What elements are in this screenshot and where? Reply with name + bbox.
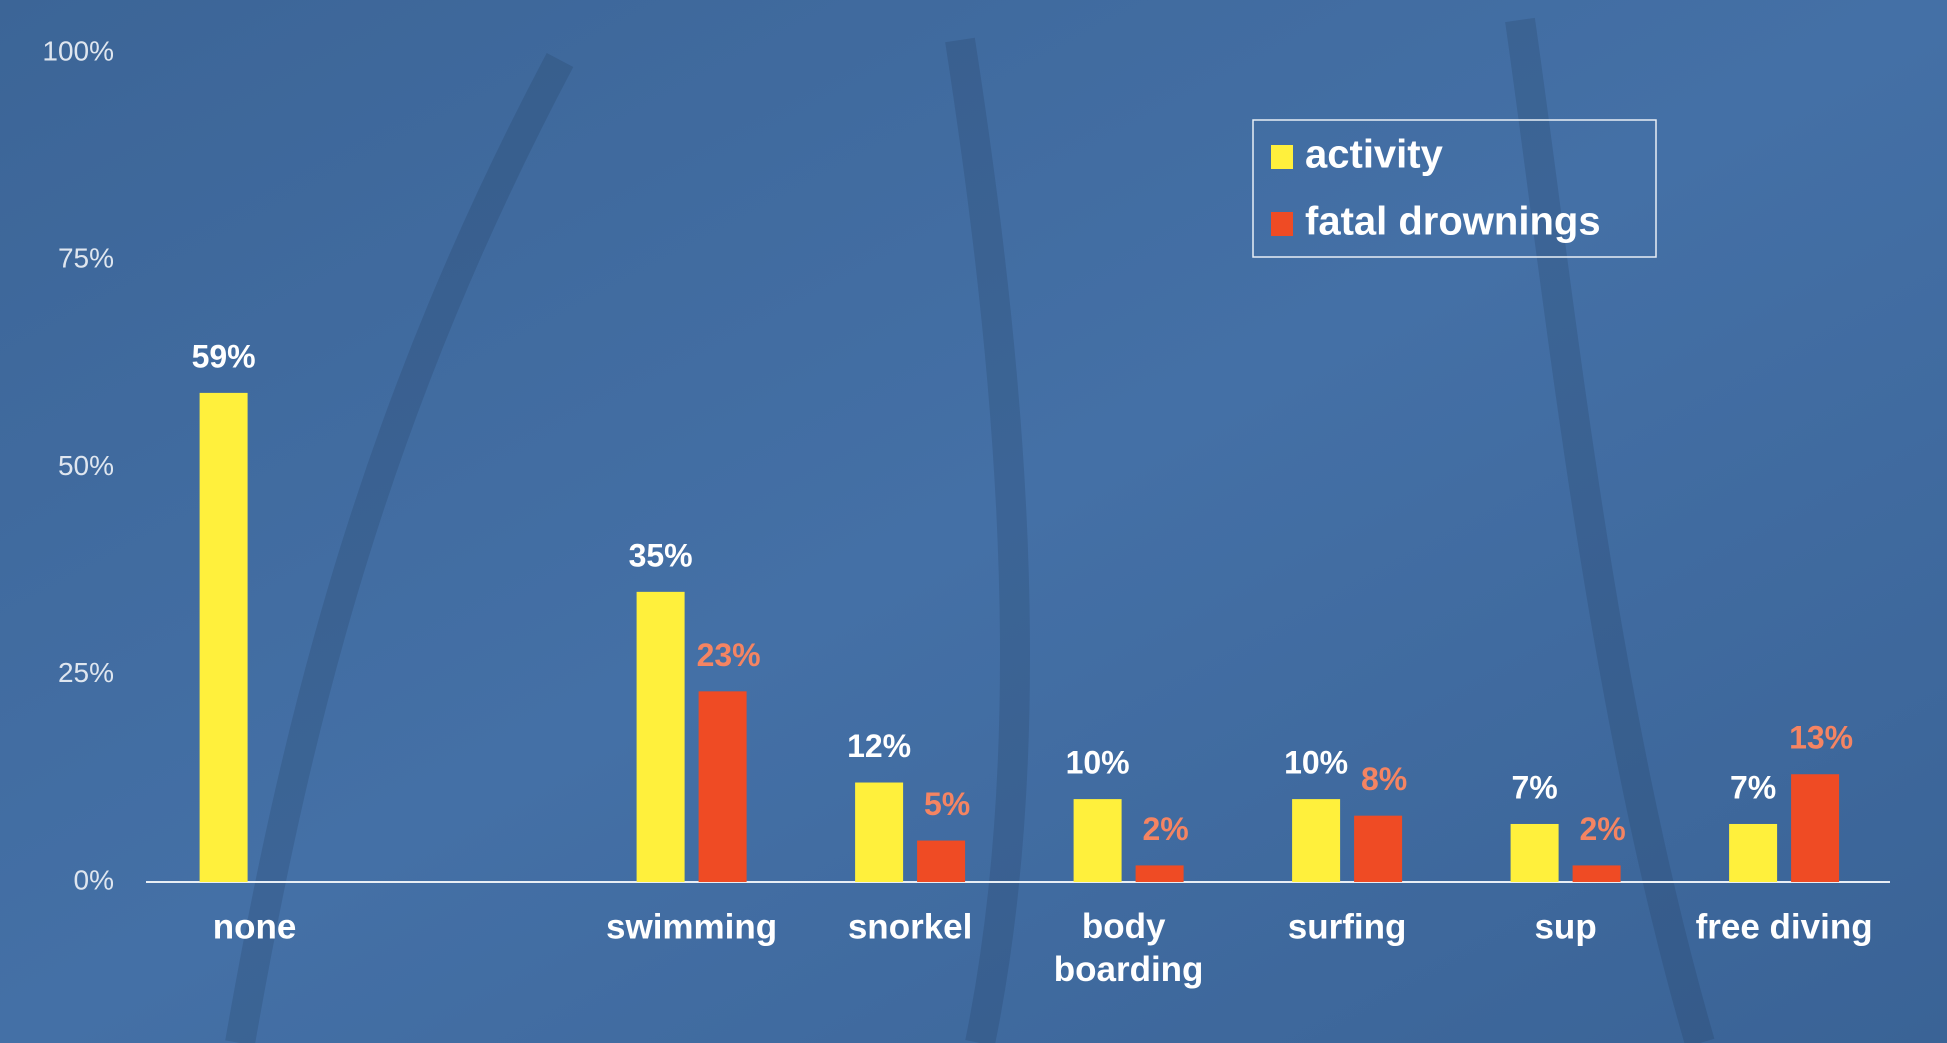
y-tick-label: 0% <box>74 864 114 895</box>
y-tick-label: 75% <box>58 243 114 274</box>
bar <box>1791 774 1840 882</box>
bar <box>1073 799 1122 882</box>
x-tick-label: surfing <box>1288 907 1407 946</box>
value-label: 35% <box>629 537 693 573</box>
legend-box <box>1252 119 1657 258</box>
bar <box>1510 823 1559 882</box>
bar <box>1354 815 1403 882</box>
bar <box>917 840 966 882</box>
bar <box>698 691 747 882</box>
value-label: 23% <box>697 637 761 673</box>
bar <box>636 591 685 882</box>
value-label: 12% <box>847 728 911 764</box>
legend-label: activity <box>1305 133 1444 177</box>
value-label: 7% <box>1511 769 1557 805</box>
y-tick-label: 100% <box>42 35 114 66</box>
legend-swatch <box>1271 145 1293 169</box>
palm-silhouettes <box>225 17 1715 1043</box>
x-tick-label: free diving <box>1696 907 1873 946</box>
y-tick-label: 50% <box>58 450 114 481</box>
bar <box>1572 865 1621 882</box>
value-label: 10% <box>1284 745 1348 781</box>
value-label: 10% <box>1066 745 1130 781</box>
x-tick-label: swimming <box>606 907 777 946</box>
legend-swatch <box>1271 212 1293 236</box>
value-label: 59% <box>192 338 256 374</box>
value-label: 13% <box>1789 720 1853 756</box>
value-label: 2% <box>1579 811 1625 847</box>
x-tick-label: body boarding <box>1054 907 1204 989</box>
value-label: 8% <box>1361 761 1407 797</box>
x-tick-label: sup <box>1534 907 1596 946</box>
bar <box>1292 799 1341 882</box>
value-label: 7% <box>1730 769 1776 805</box>
y-tick-label: 25% <box>58 657 114 688</box>
bar <box>1729 823 1778 882</box>
value-label: 2% <box>1142 811 1188 847</box>
legend-label: fatal drownings <box>1305 200 1601 244</box>
bar <box>199 392 248 882</box>
bar <box>855 782 904 882</box>
bar <box>1135 865 1184 882</box>
value-label: 5% <box>924 786 970 822</box>
x-tick-label: none <box>213 907 297 946</box>
x-tick-label: snorkel <box>848 907 973 946</box>
